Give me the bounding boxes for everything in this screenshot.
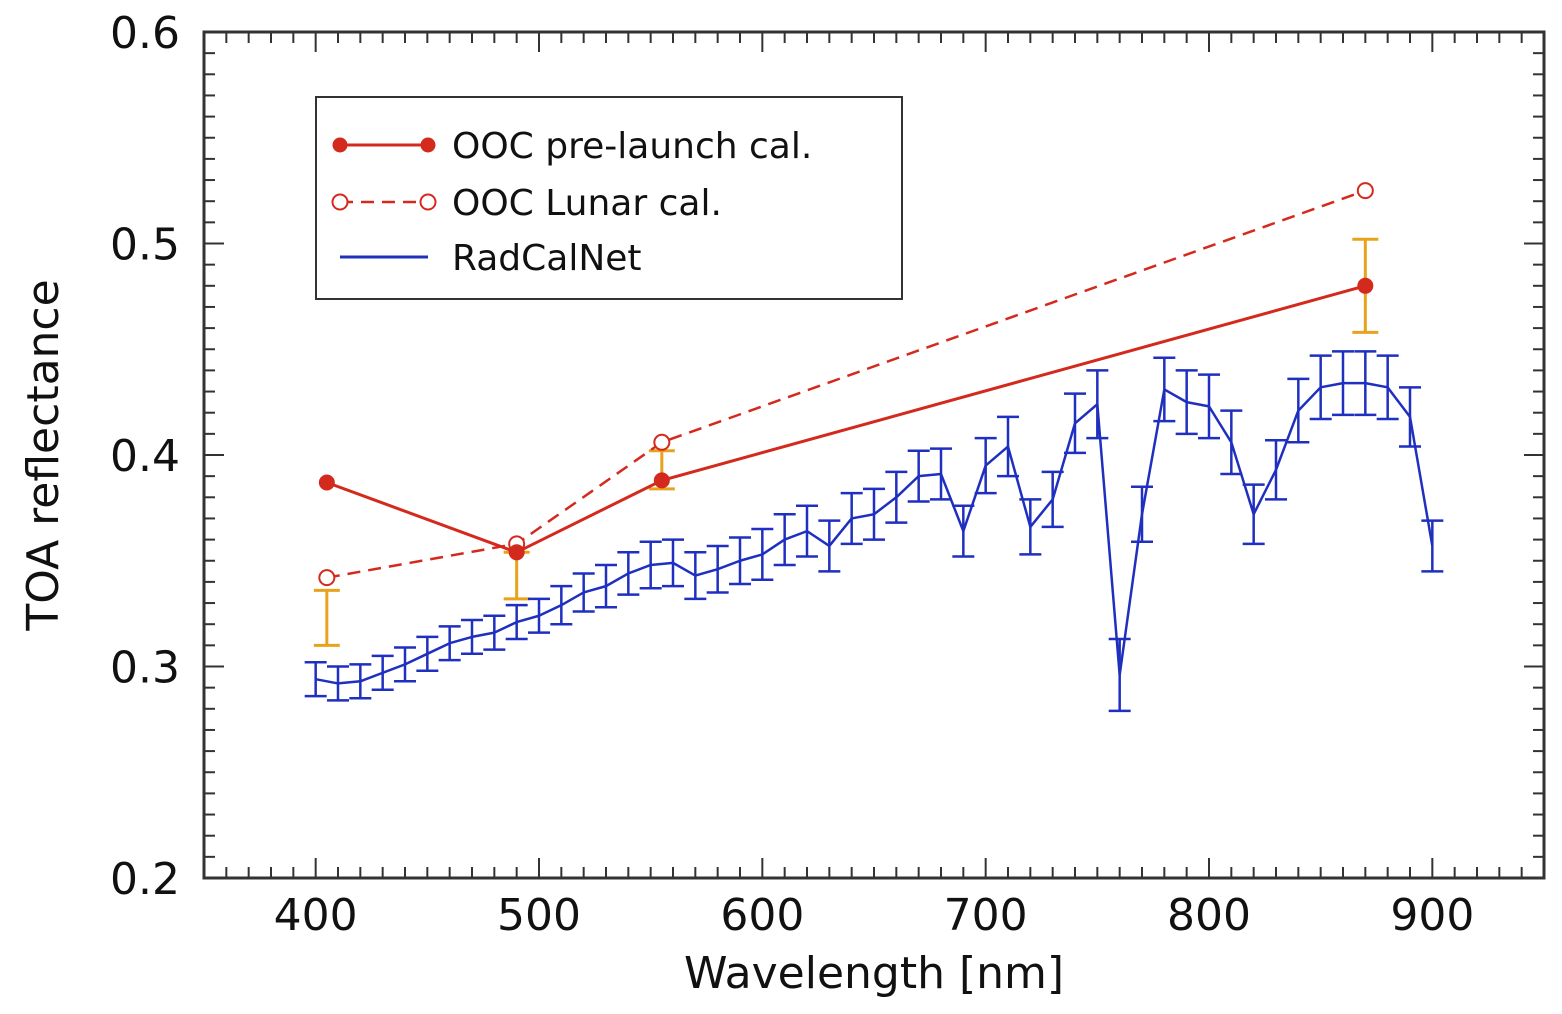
y-tick-label: 0.4 (110, 431, 180, 482)
y-tick-label: 0.2 (110, 854, 180, 905)
x-tick-label: 800 (1167, 890, 1251, 941)
x-axis-title: Wavelength [nm] (684, 948, 1064, 999)
legend-label-pre-launch: OOC pre-launch cal. (452, 126, 812, 167)
ooc-lunar-point (1356, 182, 1374, 200)
x-tick-label: 600 (720, 890, 804, 941)
y-tick-label: 0.5 (110, 220, 180, 271)
legend-label-lunar: OOC Lunar cal. (452, 183, 722, 224)
ooc-lunar-point (318, 569, 336, 587)
y-tick-label: 0.6 (110, 8, 180, 59)
x-axis-tick-labels: 400 500 600 700 800 900 (274, 890, 1475, 941)
legend-label-radcalnet: RadCalNet (452, 238, 642, 279)
axis-ticks (204, 31, 1544, 879)
series-layer (304, 182, 1444, 713)
legend-swatch-lunar-marker (331, 193, 349, 211)
y-axis-tick-labels: 0.2 0.3 0.4 0.5 0.6 (110, 8, 180, 905)
x-tick-label: 500 (497, 890, 581, 941)
ooc-pre-launch-point (318, 474, 335, 491)
legend-swatch-lunar-marker (419, 193, 437, 211)
legend-swatch-pre-launch-marker (420, 137, 436, 153)
x-tick-label: 900 (1390, 890, 1474, 941)
legend: OOC pre-launch cal. OOC Lunar cal. RadCa… (315, 96, 903, 300)
ooc-pre-launch-point (508, 544, 525, 561)
ooc-lunar-line (326, 189, 1366, 579)
legend-swatch-pre-launch-marker (332, 137, 348, 153)
x-tick-label: 400 (274, 890, 358, 941)
y-tick-label: 0.3 (110, 643, 180, 694)
ooc-lunar-point (653, 433, 671, 451)
ooc-pre-launch-point (1357, 277, 1374, 294)
ooc-pre-launch-point (653, 472, 670, 489)
legend-box (315, 96, 903, 300)
ooc-pre-launch-line (326, 284, 1366, 554)
x-tick-label: 700 (944, 890, 1028, 941)
y-axis-title: TOA reflectance (18, 279, 69, 631)
